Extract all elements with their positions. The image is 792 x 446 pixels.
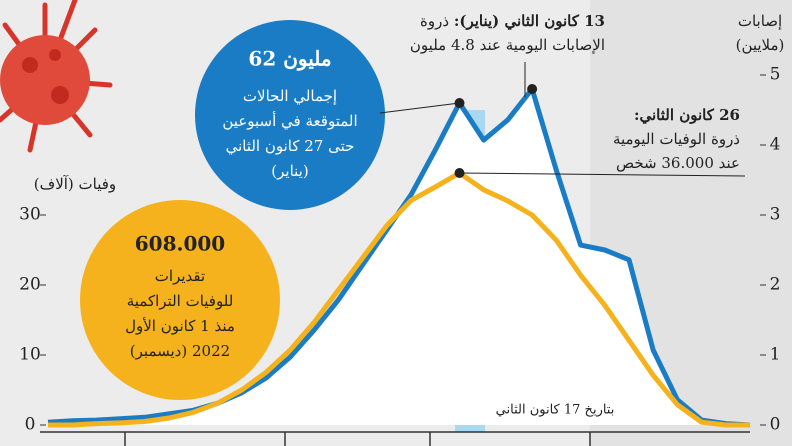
- peak-dot: [454, 98, 465, 108]
- annotation: 13 كانون الثاني (يناير): ذروة: [420, 12, 605, 31]
- y-tick-label: 0: [25, 415, 36, 435]
- y2-tick-label: 3: [770, 205, 781, 225]
- leader-line: [379, 102, 460, 114]
- area: [48, 89, 750, 425]
- deaths-circle: [80, 200, 280, 400]
- y2-tick-label: 4: [770, 135, 781, 155]
- annotation: 608.000: [135, 232, 225, 256]
- annotation-bold: 13 كانون الثاني (يناير):: [454, 12, 605, 31]
- annotation: عند 36.000 شخص: [616, 154, 740, 172]
- annotation: منذ 1 كانون الأول: [125, 317, 235, 335]
- annotation: (ديسمبر) 2022: [130, 342, 230, 360]
- plot: [47, 86, 751, 428]
- cases-circle: [195, 20, 385, 210]
- y-tick-label: 20: [19, 275, 41, 295]
- annotation: 26 كانون الثاني:: [634, 106, 740, 125]
- annotation: إجمالي الحالات: [243, 87, 337, 105]
- annotation: تقديرات: [155, 267, 205, 285]
- annotation: 62 مليون: [248, 47, 331, 72]
- y2-tick-label: 5: [770, 65, 781, 85]
- y2-tick-label: 1: [770, 345, 781, 365]
- annotation: بتاريخ 17 كانون الثاني: [496, 403, 615, 418]
- y-tick-label: 30: [19, 205, 41, 225]
- y2-axis-title: (ملايين): [736, 36, 785, 54]
- annotation: الإصابات اليومية عند 4.8 مليون: [410, 36, 605, 54]
- leader-line: [459, 172, 746, 177]
- annotation-text: ذروة: [420, 12, 449, 30]
- y2-tick-label: 0: [770, 415, 781, 435]
- annotation: (يناير): [271, 162, 308, 180]
- peak-dot: [454, 168, 465, 178]
- annotation: حتى 27 كانون الثاني: [226, 137, 355, 155]
- y-axis-title: وفيات (آلاف): [34, 175, 116, 193]
- y-tick-label: 10: [19, 345, 41, 365]
- annotation: ذروة الوفيات اليومية: [613, 130, 740, 148]
- virus: [0, 0, 113, 153]
- y2-axis-title: إصابات: [738, 12, 782, 30]
- line: [48, 170, 750, 428]
- x-ticks: [124, 432, 591, 446]
- annotation: المتوقعة في أسبوعين: [222, 111, 357, 130]
- peak-dot: [527, 84, 538, 94]
- annotation: للوفيات التراكمية: [127, 292, 234, 310]
- y2-tick-label: 2: [770, 275, 781, 295]
